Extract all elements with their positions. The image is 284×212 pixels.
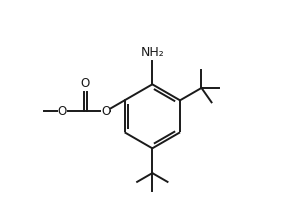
Text: NH₂: NH₂ [141,46,164,59]
Text: O: O [81,77,90,90]
Text: O: O [101,105,110,118]
Text: O: O [58,105,67,118]
